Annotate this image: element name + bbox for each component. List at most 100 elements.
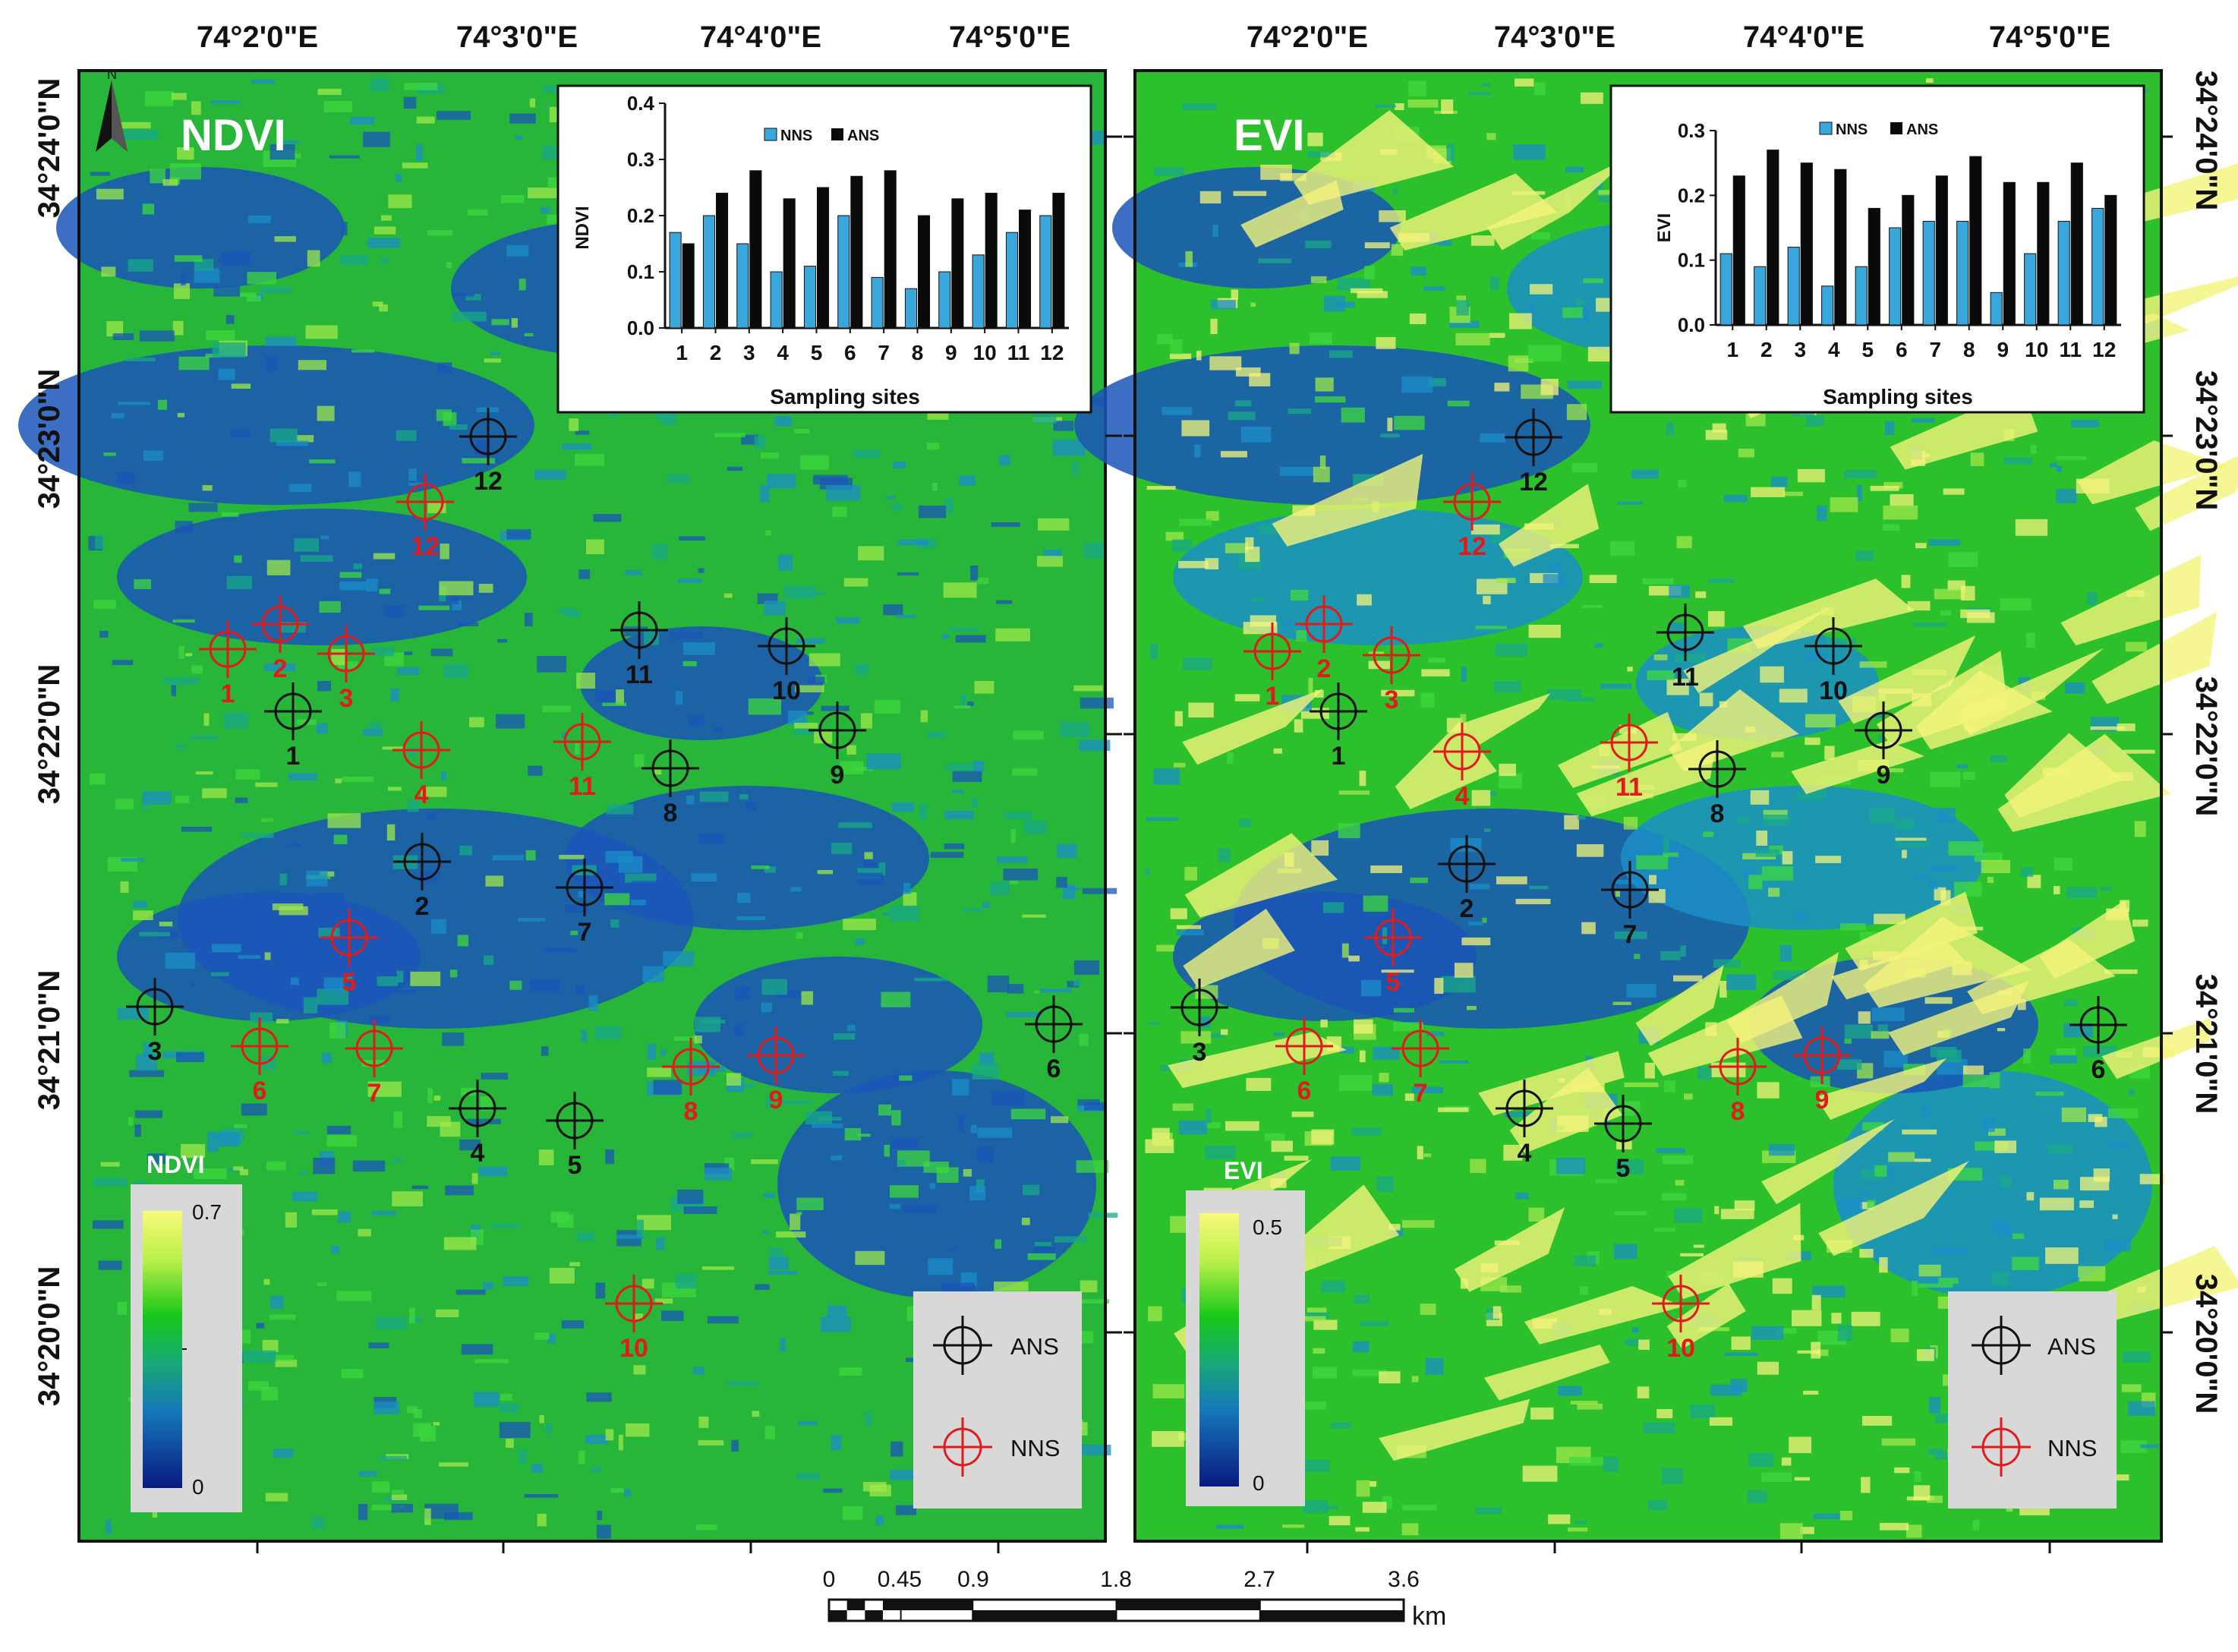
terrain-pixel — [1354, 1294, 1370, 1304]
terrain-pixel — [1761, 865, 1794, 881]
terrain-pixel — [1470, 524, 1500, 535]
terrain-pixel — [2086, 592, 2098, 606]
terrain-pixel — [942, 634, 950, 639]
terrain-pixel — [391, 1503, 414, 1513]
terrain-pixel — [972, 1064, 999, 1080]
terrain-pixel — [1678, 479, 1687, 487]
terrain-pixel — [1948, 552, 1978, 567]
terrain-pixel — [1204, 1145, 1236, 1160]
terrain-pixel — [759, 485, 770, 503]
terrain-pixel — [1470, 1159, 1486, 1174]
evi-inset-xlabel: Sampling sites — [1823, 385, 1973, 408]
terrain-pixel — [2104, 1239, 2131, 1252]
lat-label-right-5: 34°20'0"N — [2189, 1274, 2223, 1414]
terrain-pixel — [1956, 764, 1968, 769]
terrain-pixel — [369, 1016, 390, 1024]
terrain-pixel — [979, 1052, 995, 1066]
terrain-pixel — [379, 1455, 407, 1461]
terrain-pixel — [358, 1503, 368, 1521]
terrain-pixel — [1546, 689, 1581, 701]
terrain-pixel — [276, 1019, 289, 1024]
terrain-pixel — [1674, 1208, 1703, 1223]
terrain-pixel — [1972, 1519, 1980, 1531]
terrain-ridge-patch — [1272, 453, 1423, 547]
terrain-pixel — [641, 1278, 654, 1289]
terrain-pixel — [1581, 92, 1603, 104]
terrain-pixel — [675, 1274, 697, 1289]
terrain-pixel — [103, 452, 116, 456]
terrain-pixel — [969, 1186, 986, 1200]
terrain-pixel — [1394, 103, 1404, 111]
terrain-pixel — [1337, 278, 1370, 291]
terrain-pixel — [631, 900, 646, 906]
evi-inset-bar-ans-site-8 — [1969, 156, 1982, 326]
terrain-ridge-patch — [1486, 156, 1632, 251]
terrain-pixel — [1305, 1401, 1326, 1410]
terrain-pixel — [467, 209, 488, 216]
terrain-pixel — [928, 1258, 954, 1275]
terrain-pixel — [1013, 730, 1044, 740]
terrain-pixel — [814, 731, 833, 744]
terrain-pixel — [1918, 1264, 1941, 1277]
evi-ans-site-12-crosshair-icon — [1505, 408, 1562, 466]
terrain-pixel — [947, 1247, 956, 1252]
terrain-pixel — [1643, 1422, 1675, 1433]
terrain-pixel — [694, 1017, 721, 1032]
terrain-pixel — [897, 572, 919, 575]
terrain-pixel — [951, 790, 964, 793]
terrain-pixel — [1794, 1477, 1810, 1481]
ndvi-ans-site-4-label: 4 — [471, 1139, 485, 1168]
terrain-pixel — [165, 952, 196, 969]
ndvi-color-legend-max: 0.7 — [192, 1200, 222, 1224]
terrain-pixel — [768, 1271, 798, 1275]
ndvi-inset-xlabel: Sampling sites — [770, 385, 920, 408]
terrain-pixel — [694, 1036, 702, 1044]
terrain-pixel — [165, 677, 199, 686]
graticule-ticks — [256, 135, 2173, 1553]
terrain-pixel — [180, 1143, 206, 1159]
terrain-pixel — [1420, 1304, 1436, 1316]
ndvi-ans-site-12-label: 12 — [474, 467, 503, 496]
terrain-pixel — [1794, 913, 1808, 922]
terrain-pixel — [1948, 841, 1984, 856]
terrain-ridge-patch — [1726, 951, 1839, 1044]
terrain-pixel — [1379, 1371, 1401, 1384]
terrain-pixel — [478, 1166, 507, 1177]
terrain-pixel — [1811, 1294, 1821, 1310]
terrain-pixel — [1962, 1065, 1984, 1075]
terrain-pixel — [1556, 1157, 1586, 1174]
terrain-pixel — [421, 787, 447, 797]
terrain-pixel — [1918, 1283, 1953, 1288]
terrain-pixel — [1617, 501, 1643, 505]
terrain-pixel — [982, 902, 990, 908]
terrain-pixel — [1359, 771, 1366, 787]
terrain-pixel — [755, 1284, 770, 1290]
terrain-pixel — [765, 1094, 774, 1108]
terrain-pixel — [881, 992, 911, 1007]
terrain-pixel — [660, 1049, 666, 1056]
terrain-pixel — [1669, 585, 1690, 598]
terrain-pixel — [311, 1517, 325, 1529]
ndvi-ans-site-10-crosshair-icon — [758, 617, 815, 675]
terrain-pixel — [1736, 817, 1751, 825]
terrain-pixel — [920, 710, 928, 723]
terrain-pixel — [1997, 1027, 2006, 1032]
terrain-pixel — [2056, 465, 2062, 473]
terrain-pixel — [95, 534, 105, 550]
terrain-pixel — [93, 600, 116, 610]
ndvi-inset-xtick-label: 11 — [1007, 341, 1030, 364]
terrain-pixel — [1362, 1502, 1387, 1513]
terrain-pixel — [1570, 1401, 1598, 1405]
terrain-pixel — [1789, 1436, 1812, 1454]
terrain-pixel — [1928, 539, 1961, 546]
terrain-pixel — [175, 796, 190, 803]
terrain-pixel — [739, 794, 749, 799]
terrain-pixel — [1748, 1452, 1773, 1468]
terrain-pixel — [1401, 1523, 1419, 1536]
evi-ans-site-12-label: 12 — [1519, 468, 1548, 497]
scale-bar-segment — [1259, 1610, 1404, 1621]
terrain-pixel — [1052, 439, 1086, 456]
terrain-pixel — [1012, 768, 1038, 776]
terrain-pixel — [576, 673, 595, 689]
terrain-pixel — [2023, 1048, 2031, 1064]
